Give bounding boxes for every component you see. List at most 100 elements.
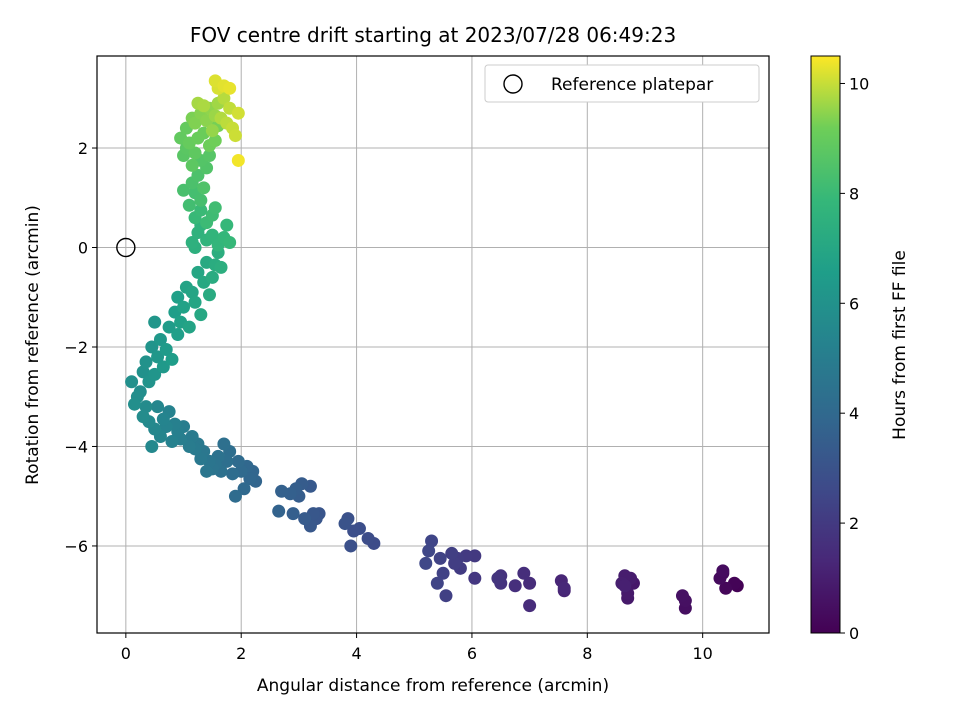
- colorbar-ticks: 0 2 4 6 8 10: [840, 74, 869, 643]
- scatter-point: [517, 566, 531, 580]
- scatter-point: [139, 355, 153, 369]
- y-tick-label: −6: [64, 537, 88, 556]
- colorbar-tick-label: 8: [849, 184, 859, 203]
- y-tick-label: −2: [64, 338, 88, 357]
- legend-entry: Reference platepar: [551, 75, 713, 95]
- scatter-point: [231, 106, 245, 120]
- scatter-point: [194, 203, 208, 217]
- plot-area: [96, 55, 770, 634]
- scatter-point: [436, 566, 450, 580]
- scatter-point: [205, 270, 219, 284]
- y-tick-label: 2: [78, 139, 88, 158]
- scatter-point: [228, 489, 242, 503]
- x-tick-label: 2: [236, 644, 246, 663]
- scatter-point: [148, 315, 162, 329]
- scatter-point: [194, 308, 208, 322]
- y-tick-label: −4: [64, 437, 88, 456]
- scatter-point: [151, 350, 165, 364]
- y-axis-ticks: −6 −4 −2 0 2: [64, 139, 97, 556]
- scatter-point: [185, 158, 199, 172]
- x-tick-label: 8: [582, 644, 592, 663]
- scatter-point: [228, 129, 242, 143]
- scatter-points: [125, 74, 744, 615]
- scatter-point: [136, 365, 150, 379]
- scatter-point: [182, 320, 196, 334]
- colorbar-gradient: [810, 55, 841, 634]
- x-tick-label: 0: [121, 644, 131, 663]
- scatter-point: [338, 517, 352, 531]
- scatter-point: [719, 581, 733, 595]
- scatter-point: [145, 340, 159, 354]
- colorbar-tick-label: 6: [849, 294, 859, 313]
- scatter-point: [182, 198, 196, 212]
- colorbar: 0 2 4 6 8 10 Hours from first FF file: [810, 55, 910, 643]
- scatter-point: [177, 300, 191, 314]
- scatter-point: [430, 576, 444, 590]
- scatter-point: [217, 437, 231, 451]
- scatter-point: [162, 320, 176, 334]
- scatter-point: [182, 439, 196, 453]
- scatter-point: [145, 439, 159, 453]
- legend-box: [484, 64, 760, 103]
- scatter-point: [171, 290, 185, 304]
- scatter-point: [205, 124, 219, 138]
- y-axis-label: Rotation from reference (arcmin): [23, 205, 43, 485]
- scatter-point: [675, 589, 689, 603]
- scatter-point: [156, 412, 170, 426]
- scatter-point: [422, 544, 436, 558]
- scatter-point: [208, 201, 222, 215]
- x-tick-label: 6: [467, 644, 477, 663]
- x-axis-label: Angular distance from reference (arcmin): [257, 676, 609, 696]
- x-tick-label: 10: [692, 644, 712, 663]
- scatter-point: [361, 531, 375, 545]
- scatter-point: [185, 430, 199, 444]
- scatter-point: [185, 236, 199, 250]
- scatter-point: [439, 589, 453, 603]
- chart-title: FOV centre drift starting at 2023/07/28 …: [190, 23, 676, 47]
- scatter-point: [425, 534, 439, 548]
- scatter-point: [237, 482, 251, 496]
- scatter-point: [171, 328, 185, 342]
- scatter-point: [347, 524, 361, 538]
- scatter-point: [231, 454, 245, 468]
- x-tick-label: 4: [351, 644, 361, 663]
- scatter-point: [194, 452, 208, 466]
- scatter-point: [197, 181, 211, 195]
- scatter-point: [153, 333, 167, 347]
- scatter-point: [197, 99, 211, 113]
- scatter-point: [125, 375, 139, 389]
- scatter-point: [344, 539, 358, 553]
- scatter-point: [205, 228, 219, 242]
- colorbar-tick-label: 0: [849, 624, 859, 643]
- grid: [97, 56, 769, 633]
- scatter-point: [491, 571, 505, 585]
- legend: Reference platepar: [484, 64, 760, 103]
- scatter-point: [716, 564, 730, 578]
- scatter-point: [618, 579, 632, 593]
- scatter-point: [188, 146, 202, 160]
- scatter-point: [298, 512, 312, 526]
- scatter-point: [223, 81, 237, 95]
- scatter-point: [468, 571, 482, 585]
- scatter-point: [272, 504, 286, 518]
- scatter-point: [419, 556, 433, 570]
- scatter-point: [159, 342, 173, 356]
- scatter-point: [139, 400, 153, 414]
- scatter-point: [231, 153, 245, 167]
- colorbar-tick-label: 10: [849, 74, 869, 93]
- scatter-point: [177, 183, 191, 197]
- scatter-point: [194, 193, 208, 207]
- scatter-point: [226, 467, 240, 481]
- scatter-point: [151, 400, 165, 414]
- scatter-point: [523, 576, 537, 590]
- colorbar-tick-label: 4: [849, 404, 859, 423]
- scatter-point: [286, 507, 300, 521]
- scatter-point: [557, 581, 571, 595]
- plot-frame: [96, 55, 770, 634]
- scatter-point: [191, 168, 205, 182]
- scatter-point: [191, 265, 205, 279]
- scatter-point: [448, 556, 462, 570]
- y-tick-label: 0: [78, 239, 88, 258]
- scatter-point: [165, 434, 179, 448]
- scatter-point: [185, 285, 199, 299]
